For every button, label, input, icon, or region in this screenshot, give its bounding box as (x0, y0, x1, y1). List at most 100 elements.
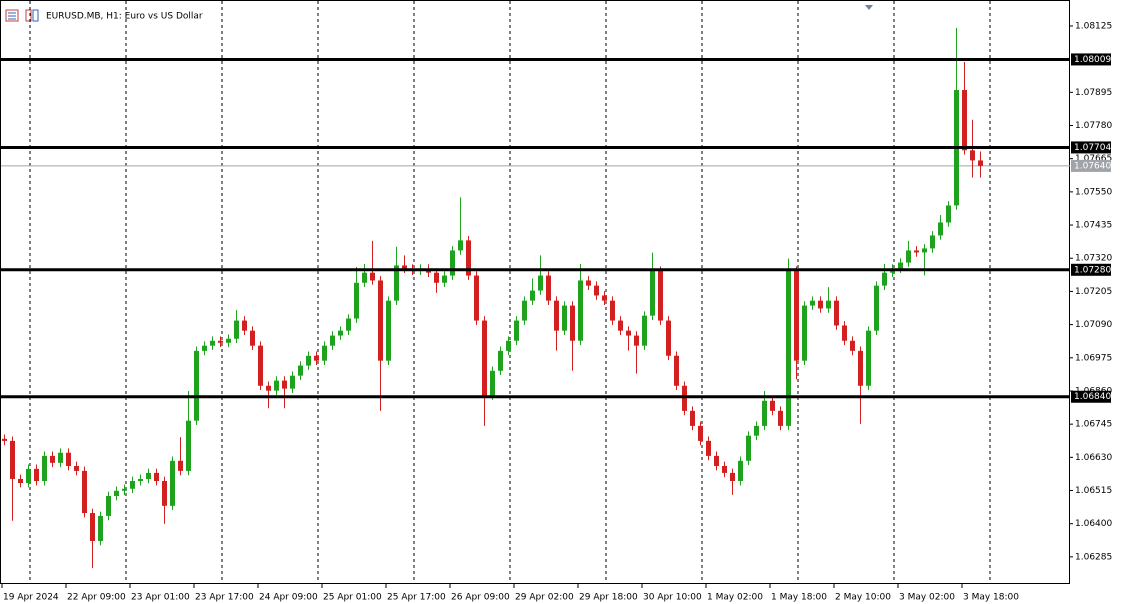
candle-body (834, 300, 839, 326)
candle-body (42, 455, 47, 481)
candle-body (394, 265, 399, 301)
y-tick-label: 1.06285 (1075, 552, 1112, 562)
candle-body (506, 340, 511, 351)
candle-body (114, 490, 119, 496)
candle-body (674, 355, 679, 386)
candle-body (306, 355, 311, 366)
candle-body (562, 305, 567, 331)
candle-body (626, 330, 631, 336)
candle-body (914, 250, 919, 253)
level-label: 1.07704 (1074, 143, 1111, 153)
candle-body (162, 480, 167, 506)
x-tick-label: 26 Apr 09:00 (451, 593, 510, 603)
level-label-box (1071, 263, 1111, 276)
candle-body (738, 460, 743, 481)
candle-body (50, 455, 55, 463)
candle-body (898, 262, 903, 269)
candle-body (554, 300, 559, 331)
x-tick-label: 2 May 10:00 (835, 593, 891, 603)
x-tick-label: 1 May 18:00 (771, 593, 827, 603)
candle-body (170, 460, 175, 506)
candle-body (618, 320, 623, 331)
candle-body (570, 305, 575, 341)
candle-body (10, 440, 15, 479)
candle-body (386, 300, 391, 361)
candle-body (730, 472, 735, 481)
candle-body (962, 90, 967, 151)
candle-body (314, 355, 319, 361)
candle-body (594, 285, 599, 296)
candle-body (786, 270, 791, 426)
candle-body (634, 335, 639, 346)
candle-body (682, 385, 687, 411)
candle-body (642, 315, 647, 346)
candle-body (586, 280, 591, 286)
candle-body (650, 270, 655, 316)
candle-body (482, 320, 487, 396)
candle-body (194, 350, 199, 421)
candle-body (290, 375, 295, 389)
candle-body (154, 472, 159, 481)
candle-body (298, 365, 303, 376)
candle-body (90, 513, 95, 542)
x-tick-label: 23 Apr 17:00 (195, 593, 254, 603)
candle-body (274, 380, 279, 391)
candle-body (514, 320, 519, 341)
candle-body (938, 222, 943, 236)
candle-body (578, 280, 583, 341)
y-tick-label: 1.07205 (1075, 287, 1112, 297)
candle-body (218, 340, 223, 343)
candle-body (610, 300, 615, 321)
candle-body (98, 515, 103, 542)
candle-body (450, 250, 455, 276)
level-label: 1.07280 (1074, 265, 1111, 275)
candle-body (258, 345, 263, 386)
candle-body (210, 340, 215, 346)
candle-body (66, 452, 71, 466)
y-tick-label: 1.06630 (1075, 453, 1112, 463)
candle-body (498, 350, 503, 371)
candle-body (242, 320, 247, 331)
candle-body (922, 248, 927, 253)
x-tick-label: 1 May 02:00 (707, 593, 763, 603)
x-tick-label: 24 Apr 09:00 (259, 593, 318, 603)
candle-body (802, 305, 807, 361)
candle-body (818, 300, 823, 309)
x-tick-label: 19 Apr 2024 (3, 593, 59, 603)
candle-body (546, 275, 551, 301)
candle-body (106, 495, 111, 516)
level-label-box (1071, 141, 1111, 154)
y-tick-label: 1.07435 (1075, 221, 1112, 231)
candle-body (882, 272, 887, 286)
candle-body (522, 300, 527, 321)
candle-body (282, 380, 287, 389)
candle-body (146, 472, 151, 479)
candle-body (186, 420, 191, 471)
candle-body (266, 385, 271, 391)
candle-body (234, 320, 239, 339)
x-tick-label: 30 Apr 10:00 (643, 593, 702, 603)
level-label: 1.08009 (1074, 55, 1111, 65)
candle-body (26, 468, 31, 484)
candle-body (978, 160, 983, 166)
candle-body (874, 285, 879, 331)
x-tick-label: 29 Apr 18:00 (579, 593, 638, 603)
candle-body (354, 282, 359, 319)
candle-body (34, 468, 39, 481)
candle-body (82, 470, 87, 514)
candle-body (810, 300, 815, 306)
level-label: 1.06840 (1074, 392, 1111, 402)
candle-body (330, 335, 335, 346)
x-tick-label: 25 Apr 01:00 (323, 593, 382, 603)
candle-body (842, 325, 847, 341)
y-tick-label: 1.06975 (1075, 353, 1112, 363)
x-tick-label: 25 Apr 17:00 (387, 593, 446, 603)
y-tick-label: 1.06515 (1075, 486, 1112, 496)
candle-body (714, 455, 719, 466)
candle-body (474, 275, 479, 321)
candle-body (58, 452, 63, 463)
candle-body (378, 280, 383, 361)
candle-body (18, 478, 23, 484)
candle-body (346, 318, 351, 331)
